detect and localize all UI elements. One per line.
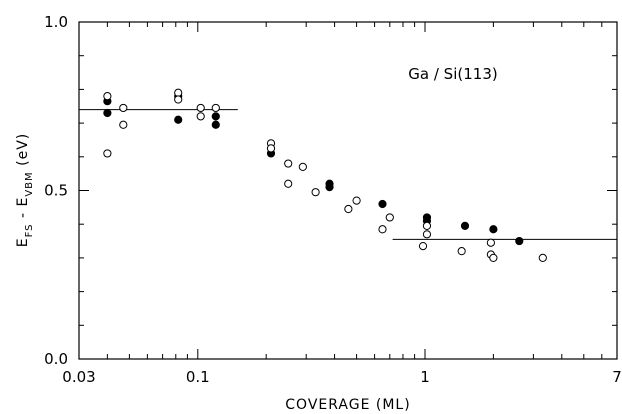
data-point-open <box>422 230 432 239</box>
data-point-open <box>119 120 128 129</box>
plot-frame <box>78 21 618 360</box>
y-tick-label: 0.5 <box>44 182 68 200</box>
data-point-open <box>344 204 353 214</box>
reference-lines <box>79 109 617 240</box>
data-point-filled <box>103 108 112 118</box>
y-tick-label: 0.0 <box>44 350 68 368</box>
data-point-open <box>211 103 220 113</box>
data-point-open <box>311 188 320 197</box>
y-label-unit: (eV) <box>15 133 31 172</box>
data-point-open <box>284 159 293 168</box>
x-tick-label: 0.03 <box>62 368 95 386</box>
y-axis-label: EFS - EVBM (eV) <box>15 133 35 248</box>
data-point-open <box>266 144 276 153</box>
data-points <box>103 88 547 262</box>
y-label-sub2: VBM <box>24 171 35 196</box>
data-point-open <box>457 247 466 256</box>
y-tick-label: 1.0 <box>44 13 68 31</box>
data-point-filled <box>489 225 498 234</box>
data-point-open <box>538 253 547 262</box>
data-point-open <box>298 162 307 172</box>
data-point-open <box>418 242 428 251</box>
data-point-open <box>196 103 205 113</box>
data-point-filled <box>211 120 220 129</box>
data-point-filled <box>211 112 220 121</box>
y-label-mid: - E <box>15 197 31 224</box>
data-point-open <box>489 253 498 262</box>
data-point-filled <box>515 236 524 246</box>
data-point-open <box>174 95 183 104</box>
data-point-open <box>174 88 183 97</box>
data-point-filled <box>460 221 470 230</box>
x-axis-label: COVERAGE (ML) <box>285 397 410 413</box>
y-label-main: E <box>15 237 31 247</box>
x-tick-label: 1 <box>420 368 430 386</box>
data-point-open <box>486 238 495 247</box>
data-point-open <box>352 196 361 205</box>
ticks <box>78 21 618 360</box>
data-point-open <box>284 179 293 188</box>
x-tick-label: 0.1 <box>186 368 210 386</box>
data-point-open <box>422 221 432 230</box>
annotation-label: Ga / Si(113) <box>408 65 497 83</box>
data-point-filled <box>325 183 334 192</box>
tick-labels: 0.03 0.1 1 7 0.0 0.5 1.0 <box>44 13 622 386</box>
data-point-open <box>103 149 112 158</box>
data-point-filled <box>174 115 183 124</box>
data-point-open <box>103 92 112 101</box>
y-label-sub1: FS <box>24 223 35 237</box>
data-point-open <box>378 225 387 234</box>
data-point-open <box>119 103 128 113</box>
data-point-filled <box>378 199 387 209</box>
data-point-open <box>196 112 205 121</box>
data-point-open <box>385 213 394 222</box>
x-tick-label: 7 <box>612 368 622 386</box>
